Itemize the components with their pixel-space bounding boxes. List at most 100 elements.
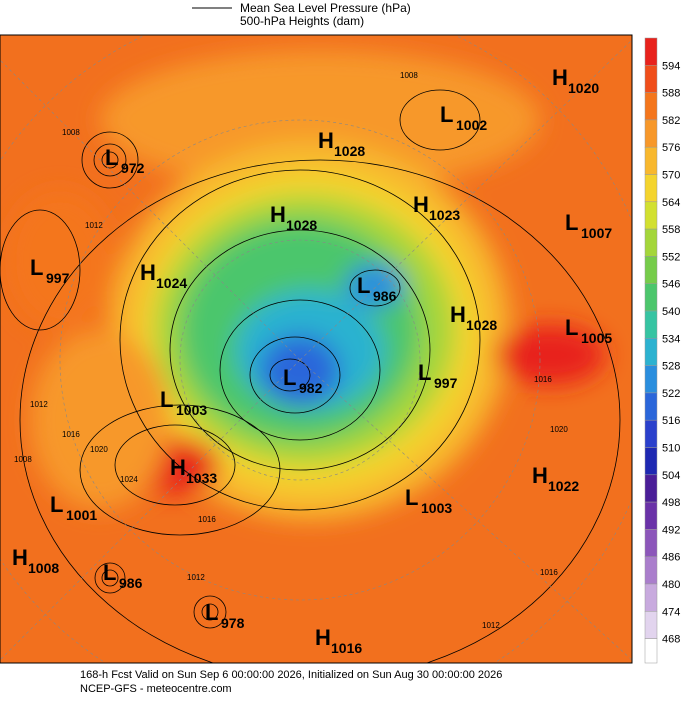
colorbar-swatch-low xyxy=(644,638,658,664)
colorbar-label: 534 xyxy=(662,333,680,345)
colorbar-swatch xyxy=(644,611,658,639)
colorbar-label: 468 xyxy=(662,634,680,646)
colorbar-label: 594 xyxy=(662,60,680,72)
center-pressure: 972 xyxy=(121,160,145,176)
center-pressure: 1020 xyxy=(568,80,599,96)
center-letter: L xyxy=(565,210,578,235)
center-pressure: 1033 xyxy=(186,470,217,486)
colorbar-swatch xyxy=(644,365,658,394)
center-letter: L xyxy=(565,315,578,340)
center-letter: L xyxy=(440,102,453,127)
contour-label: 1016 xyxy=(540,568,558,577)
center-pressure: 1028 xyxy=(466,317,497,333)
colorbar-label: 492 xyxy=(662,524,680,536)
center-pressure: 1016 xyxy=(331,640,362,656)
colorbar-swatch xyxy=(644,37,658,66)
center-letter: L xyxy=(105,145,118,170)
colorbar-swatch xyxy=(644,228,658,257)
center-letter: H xyxy=(170,455,186,480)
colorbar-label: 552 xyxy=(662,251,680,263)
map-frame xyxy=(0,34,633,664)
contour-labels: 1008 1008 1012 1016 1020 1016 1012 1012 1016 1024… xyxy=(14,71,568,630)
graticule xyxy=(0,35,632,663)
contour-label: 1012 xyxy=(187,573,205,582)
center-pressure: 978 xyxy=(221,615,245,631)
colorbar-swatch xyxy=(644,119,658,148)
colorbar-swatch xyxy=(644,283,658,312)
contour-label: 1016 xyxy=(198,515,216,524)
contour-label: 1008 xyxy=(400,71,418,80)
colorbar-swatch xyxy=(644,583,658,612)
colorbar-label: 564 xyxy=(662,197,680,209)
colorbar-swatch xyxy=(644,338,658,366)
center-letter: H xyxy=(140,260,156,285)
center-pressure: 982 xyxy=(299,380,323,396)
contour-label: 1008 xyxy=(62,128,80,137)
center-letter: L xyxy=(30,255,43,280)
colorbar-swatch xyxy=(644,146,658,175)
contour-label: 1024 xyxy=(120,475,138,484)
colorbar-swatch xyxy=(644,310,658,339)
center-pressure: 997 xyxy=(46,270,70,286)
colorbar-label: 522 xyxy=(662,388,680,400)
footer-line: NCEP-GFS - meteocentre.com xyxy=(80,683,232,695)
colorbar-swatch xyxy=(644,256,658,284)
legend-item: 500-hPa Heights (dam) xyxy=(240,14,364,28)
colorbar-swatch xyxy=(644,392,658,421)
contour-label: 1020 xyxy=(90,445,108,454)
colorbar-label: 510 xyxy=(662,443,680,455)
center-letter: L xyxy=(357,273,370,298)
center-pressure: 997 xyxy=(434,375,458,391)
center-pressure: 1008 xyxy=(28,560,59,576)
colorbar-swatch xyxy=(644,419,658,448)
legend-item: Mean Sea Level Pressure (hPa) xyxy=(240,1,411,15)
colorbar-label: 588 xyxy=(662,88,680,100)
colorbar-label: 474 xyxy=(662,606,680,618)
center-letter: H xyxy=(318,128,334,153)
contour-label: 1016 xyxy=(534,375,552,384)
center-pressure: 986 xyxy=(373,288,397,304)
colorbar-label: 486 xyxy=(662,552,680,564)
contour-label: 1008 xyxy=(14,455,32,464)
colorbar-swatch xyxy=(644,447,658,476)
colorbar-swatch xyxy=(644,501,658,530)
center-letter: L xyxy=(103,560,116,585)
contour-label: 1020 xyxy=(550,425,568,434)
colorbar-label: 498 xyxy=(662,497,680,509)
center-letter: H xyxy=(532,463,548,488)
colorbar-swatch xyxy=(644,529,658,557)
center-letter: H xyxy=(12,545,28,570)
colorbar-label: 558 xyxy=(662,224,680,236)
center-pressure: 1022 xyxy=(548,478,579,494)
center-pressure: 986 xyxy=(119,575,143,591)
center-pressure: 1024 xyxy=(156,275,187,291)
center-letter: L xyxy=(405,485,418,510)
colorbar-swatch xyxy=(644,92,658,121)
center-pressure: 1001 xyxy=(66,507,97,523)
center-letter: L xyxy=(205,600,218,625)
center-pressure: 1003 xyxy=(176,402,207,418)
colorbar-label: 582 xyxy=(662,115,680,127)
center-letter: L xyxy=(160,387,173,412)
contour-label: 1012 xyxy=(30,400,48,409)
colorbar-label: 504 xyxy=(662,470,680,482)
contour-label: 1012 xyxy=(482,621,500,630)
colorbar-label: 480 xyxy=(662,579,680,591)
colorbar-label: 528 xyxy=(662,361,680,373)
center-pressure: 1005 xyxy=(581,330,612,346)
colorbar-label: 516 xyxy=(662,415,680,427)
center-letter: H xyxy=(413,192,429,217)
colorbar-label: 576 xyxy=(662,142,680,154)
colorbar-label: 540 xyxy=(662,306,680,318)
colorbar: 594 588 582 576 570 564 558 552 546 540 534 528 522 5… xyxy=(644,37,680,664)
colorbar-label: 546 xyxy=(662,279,680,291)
center-pressure: 1003 xyxy=(421,500,452,516)
center-letter: L xyxy=(50,492,63,517)
colorbar-swatch xyxy=(644,556,658,585)
center-pressure: 1007 xyxy=(581,225,612,241)
footer-line: 168-h Fcst Valid on Sun Sep 6 00:00:00 2… xyxy=(80,669,502,681)
center-letter: H xyxy=(450,302,466,327)
